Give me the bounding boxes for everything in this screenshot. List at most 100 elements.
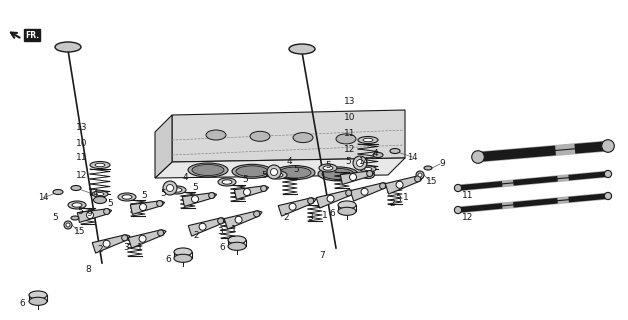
Ellipse shape [172,188,182,192]
Polygon shape [340,171,375,184]
Ellipse shape [364,167,372,171]
Text: 14: 14 [358,156,368,165]
Polygon shape [224,211,262,229]
Text: 3: 3 [395,196,401,204]
Circle shape [367,171,372,177]
Text: 13: 13 [76,123,88,132]
Ellipse shape [174,248,192,256]
Text: 3: 3 [123,243,129,252]
Ellipse shape [94,196,107,204]
Circle shape [418,173,422,177]
Text: 1: 1 [137,243,143,252]
Circle shape [235,216,242,223]
Ellipse shape [250,131,270,141]
Ellipse shape [289,44,315,54]
Ellipse shape [68,201,86,209]
Ellipse shape [95,163,105,167]
Ellipse shape [390,148,400,154]
Circle shape [353,156,367,170]
Circle shape [139,204,146,211]
Polygon shape [317,190,354,208]
Ellipse shape [118,193,136,201]
Polygon shape [385,176,423,194]
Ellipse shape [228,236,246,244]
Circle shape [139,235,146,242]
Ellipse shape [319,164,337,172]
Polygon shape [278,198,316,216]
Text: 2: 2 [389,198,395,207]
Text: 4: 4 [286,157,292,166]
Ellipse shape [206,130,226,140]
Text: 4: 4 [182,173,188,182]
Text: FR.: FR. [25,30,39,39]
Text: 6: 6 [19,299,25,308]
Ellipse shape [373,153,383,157]
Ellipse shape [71,186,81,190]
Ellipse shape [168,186,186,194]
Ellipse shape [360,166,376,172]
Text: 5: 5 [242,175,248,185]
Circle shape [261,186,267,192]
Circle shape [163,181,177,195]
Circle shape [455,206,462,214]
Text: 5: 5 [107,198,113,207]
Circle shape [455,184,462,192]
Circle shape [396,181,403,188]
Circle shape [327,195,334,202]
Text: 6: 6 [219,244,225,252]
Circle shape [166,185,173,191]
Circle shape [244,188,251,196]
Polygon shape [182,193,217,206]
Ellipse shape [293,132,313,143]
Circle shape [357,159,364,166]
Circle shape [472,151,484,163]
Text: 10: 10 [344,114,355,123]
Text: 15: 15 [426,177,438,186]
Text: 2: 2 [193,230,199,239]
Ellipse shape [358,137,378,143]
Ellipse shape [71,216,79,220]
Text: 1: 1 [231,226,237,235]
Ellipse shape [55,42,81,52]
Ellipse shape [363,138,373,142]
Circle shape [604,192,612,200]
Circle shape [604,170,612,178]
Ellipse shape [228,242,246,250]
Polygon shape [131,201,165,214]
Circle shape [103,240,110,247]
Circle shape [361,188,368,195]
Ellipse shape [174,254,192,262]
Ellipse shape [338,207,356,215]
Text: 9: 9 [439,159,445,169]
Text: 2: 2 [283,213,289,222]
Circle shape [122,235,127,241]
Circle shape [602,140,614,152]
Circle shape [156,201,163,206]
Ellipse shape [72,203,82,207]
Circle shape [345,190,352,196]
Ellipse shape [188,163,228,177]
Text: 12: 12 [77,171,88,180]
Text: 5: 5 [293,165,299,174]
Circle shape [254,211,259,217]
Text: 1: 1 [322,211,328,220]
Polygon shape [77,209,112,222]
Polygon shape [350,183,388,201]
Text: 11: 11 [462,191,474,201]
Ellipse shape [269,171,287,179]
Circle shape [208,193,215,198]
Text: 3: 3 [217,228,223,236]
Polygon shape [155,115,172,178]
Circle shape [414,176,421,182]
Ellipse shape [218,178,236,186]
Circle shape [66,223,70,227]
Text: 8: 8 [85,266,91,275]
Circle shape [192,196,198,203]
Circle shape [218,218,224,224]
Circle shape [104,209,110,214]
Text: 14: 14 [407,153,417,162]
Ellipse shape [336,134,356,144]
Ellipse shape [96,193,104,196]
Text: 10: 10 [76,139,88,148]
Circle shape [350,173,357,180]
